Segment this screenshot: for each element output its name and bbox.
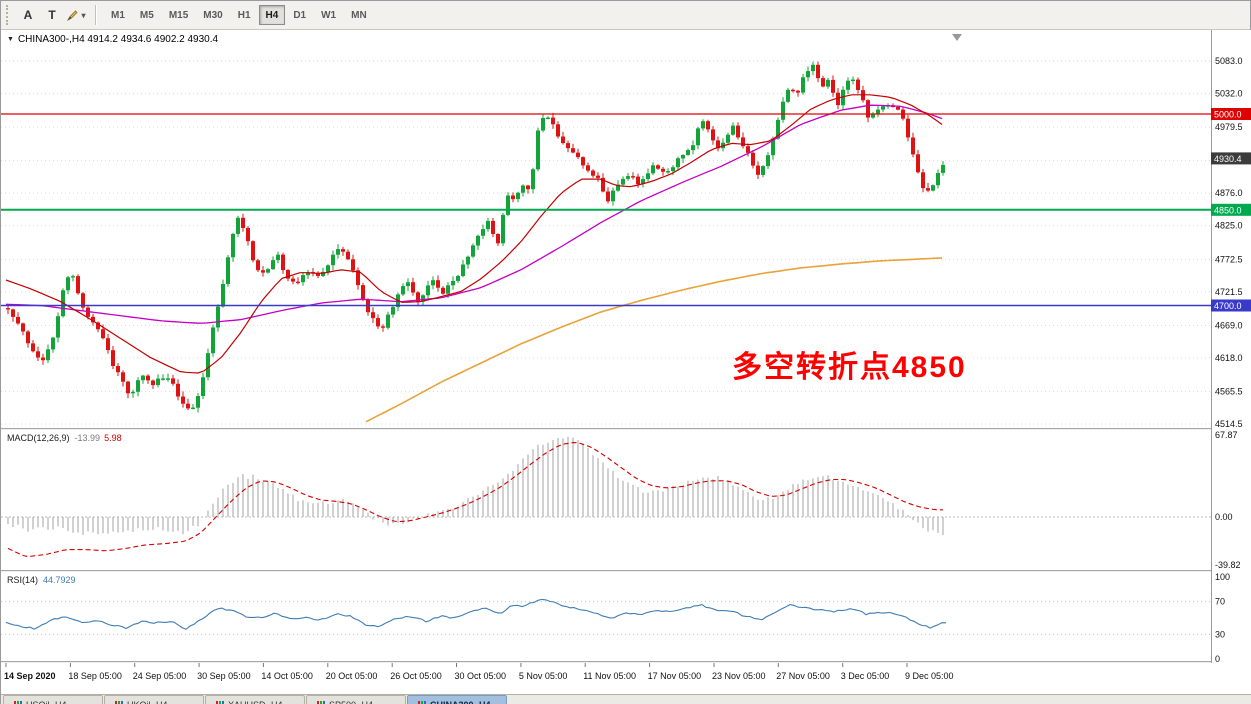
tab-label: UKOil-,H4 xyxy=(127,700,168,704)
chart-tabs-bar: USOil-,H4 UKOil-,H4 XAUUSD-,H4 SP500-,H4 CHI… xyxy=(1,694,1251,704)
svg-text:5083.0: 5083.0 xyxy=(1215,56,1243,66)
chart-tab-china300h4[interactable]: CHINA300-,H4 xyxy=(407,695,507,704)
svg-text:-39.82: -39.82 xyxy=(1215,560,1241,570)
chart-tab-ukoilh4[interactable]: UKOil-,H4 xyxy=(104,695,204,704)
price-badge: 4850.0 xyxy=(1211,203,1251,216)
rsi-panel[interactable] xyxy=(1,572,1211,661)
tab-label: USOil-,H4 xyxy=(26,700,67,704)
svg-text:4618.0: 4618.0 xyxy=(1215,353,1243,363)
pane-separator[interactable] xyxy=(1,428,1251,429)
grid-lines xyxy=(1,60,1211,425)
svg-text:30 Sep 05:00: 30 Sep 05:00 xyxy=(197,671,251,681)
timeframe-button-m30[interactable]: M30 xyxy=(203,9,223,21)
price-badge: 4700.0 xyxy=(1211,299,1251,312)
toolbar-separator xyxy=(95,5,96,25)
timeframe-button-m15[interactable]: M15 xyxy=(168,9,189,21)
svg-text:4930.4: 4930.4 xyxy=(1214,154,1242,164)
svg-text:4700.0: 4700.0 xyxy=(1214,301,1242,311)
pane-separator[interactable] xyxy=(1,570,1251,571)
text-tool-button[interactable]: T xyxy=(48,8,56,22)
tab-label: SP500-,H4 xyxy=(329,700,373,704)
rsi-label: RSI(14) 44.7929 xyxy=(7,575,76,585)
macd-panel[interactable] xyxy=(1,430,1211,570)
svg-text:14 Oct 05:00: 14 Oct 05:00 xyxy=(261,671,313,681)
svg-text:20 Oct 05:00: 20 Oct 05:00 xyxy=(326,671,378,681)
macd-histogram xyxy=(7,436,944,536)
svg-text:4850.0: 4850.0 xyxy=(1214,205,1242,215)
price-badge: 5000.0 xyxy=(1211,108,1251,120)
svg-text:26 Oct 05:00: 26 Oct 05:00 xyxy=(390,671,442,681)
svg-text:4514.5: 4514.5 xyxy=(1215,419,1243,429)
svg-text:5000.0: 5000.0 xyxy=(1214,110,1242,120)
svg-text:11 Nov 05:00: 11 Nov 05:00 xyxy=(583,671,636,681)
svg-text:4979.5: 4979.5 xyxy=(1215,122,1243,132)
tab-chart-icon xyxy=(216,700,224,704)
svg-text:30: 30 xyxy=(1215,629,1225,639)
svg-text:4825.0: 4825.0 xyxy=(1215,221,1243,231)
chart-ohlc-header: ▼ CHINA300-,H4 4914.2 4934.6 4902.2 4930… xyxy=(7,34,218,45)
macd-signal-value: 5.98 xyxy=(104,433,122,443)
time-axis-scale[interactable]: 14 Sep 2020 18 Sep 05:00 24 Sep 05:00 30 Se… xyxy=(1,663,1251,694)
dropdown-triangle-icon: ▼ xyxy=(7,36,14,43)
svg-text:27 Nov 05:00: 27 Nov 05:00 xyxy=(776,671,830,681)
chart-tab-usoilh4[interactable]: USOil-,H4 xyxy=(3,695,103,704)
tab-chart-icon xyxy=(115,700,123,704)
svg-text:70: 70 xyxy=(1215,597,1225,607)
pane-separator[interactable] xyxy=(1,661,1251,662)
tab-label: CHINA300-,H4 xyxy=(430,700,491,704)
price-chart[interactable] xyxy=(1,30,1211,428)
rsi-name: RSI(14) xyxy=(7,575,39,585)
chevron-down-icon: ▾ xyxy=(81,10,86,20)
tab-chart-icon xyxy=(14,700,22,704)
price-badge: 4930.4 xyxy=(1211,152,1251,165)
svg-text:4669.0: 4669.0 xyxy=(1215,320,1243,330)
macd-label: MACD(12,26,9) -13.99 5.98 xyxy=(7,433,122,443)
svg-text:17 Nov 05:00: 17 Nov 05:00 xyxy=(648,671,702,681)
toolbar-grip[interactable] xyxy=(6,5,11,25)
chart-annotation-text: 多空转折点4850 xyxy=(732,351,967,384)
svg-text:5032.0: 5032.0 xyxy=(1215,89,1243,99)
timeframe-button-h4[interactable]: H4 xyxy=(258,5,286,25)
ohlc-text: CHINA300-,H4 4914.2 4934.6 4902.2 4930.4 xyxy=(17,34,219,45)
svg-text:67.87: 67.87 xyxy=(1215,430,1238,440)
cursor-mode-button[interactable]: A xyxy=(23,8,33,22)
draw-tool-button[interactable]: ▾ xyxy=(65,4,87,26)
chart-tab-xauusdh4[interactable]: XAUUSD-,H4 xyxy=(205,695,305,704)
macd-name: MACD(12,26,9) xyxy=(7,433,70,443)
toolbar: A T ▾ M1 M5 M15 M30 H1 H4 D1 W1 MN xyxy=(1,1,1250,30)
price-axis[interactable]: 5083.05032.04979.54927.04876.04825.04772… xyxy=(1211,30,1251,694)
timeframe-button-m5[interactable]: M5 xyxy=(139,9,154,21)
tab-chart-icon xyxy=(317,700,325,704)
svg-text:100: 100 xyxy=(1215,572,1230,582)
pencil-icon xyxy=(66,9,79,22)
svg-text:18 Sep 05:00: 18 Sep 05:00 xyxy=(68,671,122,681)
svg-text:30 Oct 05:00: 30 Oct 05:00 xyxy=(455,671,507,681)
svg-text:4565.5: 4565.5 xyxy=(1215,386,1243,396)
timeframe-button-mn[interactable]: MN xyxy=(351,9,367,21)
svg-text:0.00: 0.00 xyxy=(1215,512,1233,522)
chart-tab-sp500h4[interactable]: SP500-,H4 xyxy=(306,695,406,704)
rsi-value: 44.7929 xyxy=(43,575,76,585)
svg-text:0: 0 xyxy=(1215,654,1220,664)
shift-marker-icon xyxy=(952,34,962,41)
timeframe-button-m1[interactable]: M1 xyxy=(111,9,125,21)
macd-value: -13.99 xyxy=(74,433,101,443)
svg-text:5 Nov 05:00: 5 Nov 05:00 xyxy=(519,671,568,681)
svg-text:9 Dec 05:00: 9 Dec 05:00 xyxy=(905,671,954,681)
svg-text:4876.0: 4876.0 xyxy=(1215,188,1243,198)
svg-text:14 Sep 2020: 14 Sep 2020 xyxy=(4,671,56,681)
tab-label: XAUUSD-,H4 xyxy=(228,700,283,704)
svg-text:23 Nov 05:00: 23 Nov 05:00 xyxy=(712,671,766,681)
timeframe-button-d1[interactable]: D1 xyxy=(293,9,307,21)
timeframe-group: M1 M5 M15 M30 H1 H4 D1 W1 MN xyxy=(104,5,374,25)
svg-text:4772.5: 4772.5 xyxy=(1215,254,1243,264)
svg-text:3 Dec 05:00: 3 Dec 05:00 xyxy=(841,671,890,681)
timeframe-button-w1[interactable]: W1 xyxy=(321,9,337,21)
svg-text:4721.5: 4721.5 xyxy=(1215,287,1243,297)
tab-chart-icon xyxy=(418,700,426,704)
timeframe-button-h1[interactable]: H1 xyxy=(237,9,251,21)
svg-text:24 Sep 05:00: 24 Sep 05:00 xyxy=(133,671,187,681)
time-axis[interactable]: 14 Sep 2020 18 Sep 05:00 24 Sep 05:00 30 Se… xyxy=(1,663,1251,694)
